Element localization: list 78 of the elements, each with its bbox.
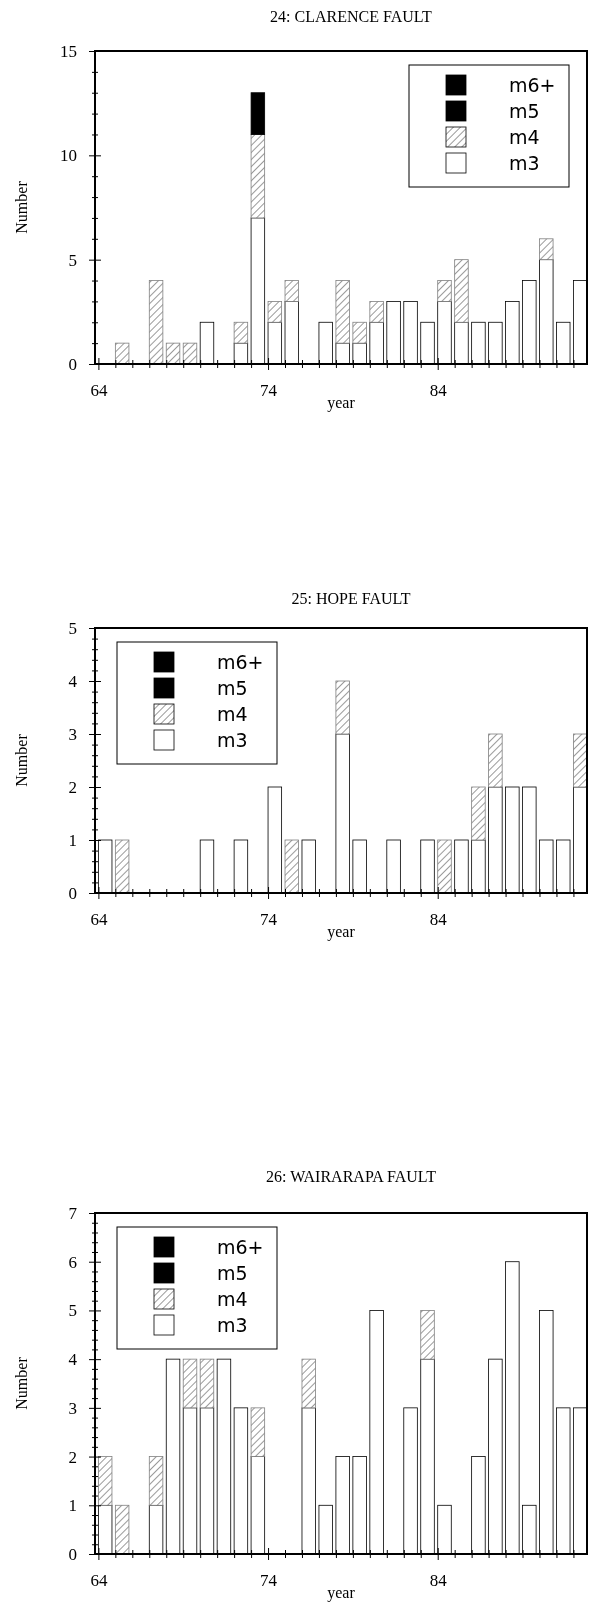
x-axis-title: year: [327, 394, 356, 412]
legend-label: m3: [217, 728, 248, 751]
y-tick-label: 0: [68, 1544, 77, 1564]
bar: [182, 342, 198, 365]
bar: [148, 280, 164, 365]
y-tick-label: 2: [68, 777, 77, 797]
y-tick-label: 15: [60, 41, 77, 61]
bar: [335, 280, 350, 344]
x-tick-label: 84: [429, 381, 448, 401]
y-tick-label: 5: [68, 618, 77, 638]
bar: [114, 1504, 130, 1555]
chart-title: 25: HOPE FAULT: [291, 590, 411, 607]
bar: [454, 259, 469, 323]
bar: [267, 301, 283, 323]
y-axis-title: Number: [13, 1356, 30, 1410]
x-tick-label: 64: [90, 381, 108, 401]
legend-label: m5: [217, 1261, 248, 1284]
legend-label: m4: [509, 125, 540, 148]
bar: [250, 1407, 266, 1457]
bar: [233, 321, 249, 344]
bar: [182, 1358, 198, 1409]
bar: [420, 1310, 435, 1360]
x-axis-title: year: [327, 923, 356, 941]
legend-label: m5: [509, 99, 540, 122]
y-tick-label: 1: [68, 1496, 77, 1516]
bar: [284, 839, 299, 894]
bar: [199, 1358, 215, 1409]
bar: [250, 134, 266, 219]
bar: [488, 733, 503, 788]
y-tick-label: 5: [68, 250, 77, 270]
bar: [335, 680, 350, 735]
bar: [250, 92, 266, 135]
bar: [369, 301, 384, 323]
bar: [437, 280, 452, 302]
y-tick-label: 4: [68, 1350, 78, 1370]
bar: [437, 839, 452, 894]
y-tick-label: 6: [68, 1252, 77, 1272]
bar: [539, 238, 554, 261]
x-tick-label: 74: [260, 381, 278, 401]
y-tick-label: 1: [68, 830, 77, 850]
bar: [284, 280, 299, 302]
y-tick-label: 5: [68, 1301, 77, 1321]
y-tick-label: 4: [68, 671, 78, 691]
bar: [165, 342, 181, 365]
legend-label: m6+: [509, 73, 556, 96]
y-tick-label: 0: [68, 354, 77, 374]
x-tick-label: 74: [260, 910, 278, 930]
bar: [301, 1358, 316, 1409]
bar: [573, 733, 588, 788]
x-tick-label: 64: [90, 910, 108, 930]
y-tick-label: 10: [60, 146, 77, 166]
legend-label: m3: [217, 1313, 248, 1336]
chart-title: 26: WAIRARAPA FAULT: [266, 1168, 437, 1185]
x-tick-label: 84: [429, 910, 448, 930]
bar: [148, 1456, 164, 1506]
legend-label: m6+: [217, 1235, 264, 1258]
legend-label: m5: [217, 676, 248, 699]
y-tick-label: 2: [68, 1447, 77, 1467]
bar: [97, 1456, 113, 1506]
bar: [471, 786, 486, 841]
x-tick-label: 74: [260, 1571, 278, 1591]
x-axis-title: year: [327, 1584, 356, 1602]
y-axis-title: Number: [13, 733, 30, 787]
x-tick-label: 64: [90, 1571, 108, 1591]
legend-label: m6+: [217, 650, 264, 673]
bar: [352, 321, 367, 344]
x-tick-label: 84: [429, 1571, 448, 1591]
chart-title: 24: CLARENCE FAULT: [270, 8, 433, 25]
legend-label: m3: [509, 151, 540, 174]
bar: [114, 839, 130, 894]
y-tick-label: 3: [68, 1398, 77, 1418]
y-tick-label: 0: [68, 883, 77, 903]
y-tick-label: 7: [68, 1203, 78, 1223]
legend-label: m4: [217, 1287, 248, 1310]
y-tick-label: 3: [68, 724, 77, 744]
bar: [114, 342, 130, 365]
legend-label: m4: [217, 702, 248, 725]
y-axis-title: Number: [13, 180, 30, 234]
